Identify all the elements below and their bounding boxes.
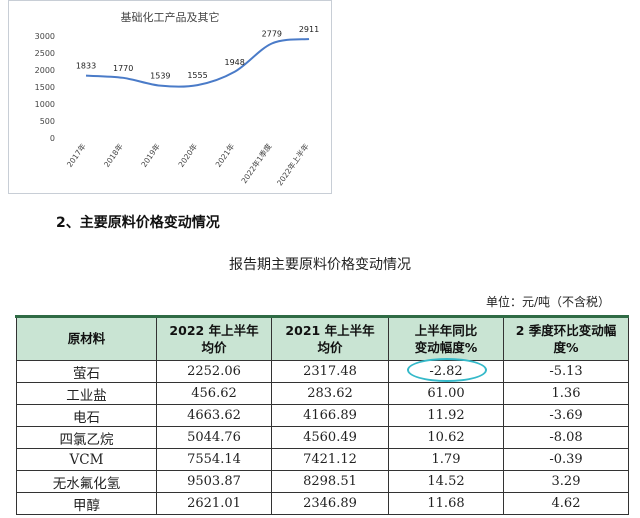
unit-note: 单位：元/吨（不含税） <box>485 295 610 309</box>
value-cell: 10.62 <box>388 426 504 449</box>
value-cell: 1.79 <box>388 448 504 471</box>
value-cell: 61.00 <box>388 382 504 405</box>
value-cell: 2317.48 <box>271 360 389 383</box>
series-line <box>85 38 310 88</box>
y-tick-label: 2000 <box>35 66 55 75</box>
price-table: 原材料 2022 年上半年 均价 2021 年上半年 均价 上半年同比 变动幅度% 2… <box>16 316 629 515</box>
table-row: 电石 4663.62 4166.89 11.92 -3.69 <box>16 404 629 427</box>
material-name-cell: 无水氟化氢 <box>16 470 157 493</box>
value-cell: 4.62 <box>503 492 629 515</box>
value-cell: 4560.49 <box>271 426 389 449</box>
value-cell: 11.68 <box>388 492 504 515</box>
value-cell: 14.52 <box>388 470 504 493</box>
y-tick-label: 500 <box>40 117 55 126</box>
y-tick-label: 1000 <box>35 100 55 109</box>
value-cell: 2346.89 <box>271 492 389 515</box>
material-name-cell: VCM <box>16 448 157 471</box>
value-cell: 2252.06 <box>156 360 272 383</box>
chart-title: 基础化工产品及其它 <box>121 10 220 24</box>
value-cell: 3.29 <box>503 470 629 493</box>
header-qoq-change: 2 季度环比变动幅 度% <box>503 316 629 361</box>
x-tick-label: 2021年 <box>213 141 237 169</box>
value-cell: 9503.87 <box>156 470 272 493</box>
material-name-cell: 甲醇 <box>16 492 157 515</box>
table-row: 工业盐 456.62 283.62 61.00 1.36 <box>16 382 629 405</box>
table-header-row: 原材料 2022 年上半年 均价 2021 年上半年 均价 上半年同比 变动幅度% 2… <box>16 316 629 361</box>
highlight-circle <box>407 358 487 382</box>
data-label: 1555 <box>187 71 207 80</box>
material-name-cell: 四氯乙烷 <box>16 426 157 449</box>
value-cell: 5044.76 <box>156 426 272 449</box>
table-row: VCM 7554.14 7421.12 1.79 -0.39 <box>16 448 629 471</box>
data-label: 1833 <box>76 62 96 71</box>
material-name-cell: 电石 <box>16 404 157 427</box>
header-2022-h1-avg: 2022 年上半年 均价 <box>156 316 272 361</box>
value-cell: -3.69 <box>503 404 629 427</box>
header-material: 原材料 <box>16 316 157 361</box>
x-tick-label: 2022年上半年 <box>274 141 311 187</box>
table-caption: 报告期主要原料价格变动情况 <box>229 257 411 273</box>
table-row: 四氯乙烷 5044.76 4560.49 10.62 -8.08 <box>16 426 629 449</box>
y-tick-label: 1500 <box>35 83 55 92</box>
table-row: 甲醇 2621.01 2346.89 11.68 4.62 <box>16 492 629 515</box>
y-tick-label: 3000 <box>35 32 55 41</box>
header-yoy-change: 上半年同比 变动幅度% <box>388 316 504 361</box>
x-tick-label: 2020年 <box>176 141 200 169</box>
value-cell: 1.36 <box>503 382 629 405</box>
value-cell: 283.62 <box>271 382 389 405</box>
table-row: 无水氟化氢 9503.87 8298.51 14.52 3.29 <box>16 470 629 493</box>
data-label: 2779 <box>262 30 282 39</box>
material-name-cell: 萤石 <box>16 360 157 383</box>
chart-panel: 基础化工产品及其它 0 500 1000 1500 2000 2500 3000 1833 201… <box>8 0 332 194</box>
y-tick-label: 2500 <box>35 49 55 58</box>
value-cell: -8.08 <box>503 426 629 449</box>
line-chart: 基础化工产品及其它 0 500 1000 1500 2000 2500 3000 1833 201… <box>35 10 320 187</box>
data-label: 1539 <box>150 72 170 81</box>
value-cell: 7421.12 <box>271 448 389 471</box>
value-cell: 8298.51 <box>271 470 389 493</box>
material-name-cell: 工业盐 <box>16 382 157 405</box>
value-cell: -0.39 <box>503 448 629 471</box>
x-tick-label: 2022年1季度 <box>239 141 274 185</box>
data-label: 1770 <box>113 64 133 73</box>
value-cell: 4166.89 <box>271 404 389 427</box>
value-cell: 2621.01 <box>156 492 272 515</box>
value-cell: 4663.62 <box>156 404 272 427</box>
data-label: 1948 <box>224 58 244 67</box>
value-cell: 11.92 <box>388 404 504 427</box>
section-heading: 2、主要原料价格变动情况 <box>56 215 220 231</box>
header-2021-h1-avg: 2021 年上半年 均价 <box>271 316 389 361</box>
value-cell: -5.13 <box>503 360 629 383</box>
x-tick-label: 2017年 <box>64 141 88 169</box>
value-cell: 456.62 <box>156 382 272 405</box>
table-row: 萤石 2252.06 2317.48 -2.82 -5.13 <box>16 360 629 383</box>
value-cell: 7554.14 <box>156 448 272 471</box>
x-tick-label: 2019年 <box>139 141 163 169</box>
x-tick-label: 2018年 <box>101 141 125 169</box>
y-tick-label: 0 <box>50 134 55 143</box>
data-label: 2911 <box>299 25 319 34</box>
table-body: 萤石 2252.06 2317.48 -2.82 -5.13 工业盐 456.62 283.6… <box>16 360 629 515</box>
